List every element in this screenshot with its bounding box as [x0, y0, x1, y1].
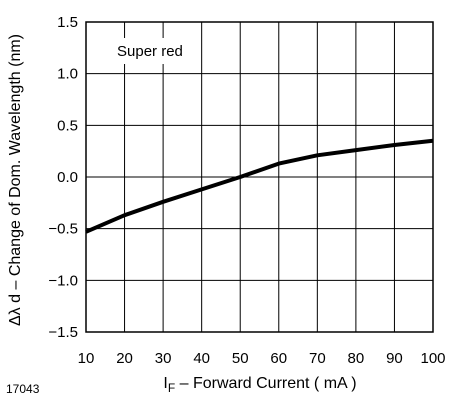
- legend-box: [108, 38, 200, 64]
- x-axis-title: IF – Forward Current ( mA ): [163, 375, 356, 395]
- x-tick-label: 70: [309, 350, 326, 367]
- x-tick-label: 60: [270, 350, 287, 367]
- y-tick-label: 0.5: [57, 117, 78, 134]
- x-axis-subscript: F: [168, 381, 175, 395]
- y-tick-label: 1.5: [57, 14, 78, 31]
- legend-label: Super red: [117, 43, 183, 60]
- series-line-super-red: [85, 138, 434, 234]
- plot-frame: [85, 21, 434, 333]
- x-tick-label: 100: [420, 350, 445, 367]
- y-axis-title: Δλ d – Change of Dom. Wavelength (nm): [7, 34, 24, 326]
- x-tick-label: 20: [116, 350, 133, 367]
- x-tick-label: 80: [348, 350, 365, 367]
- y-tick-label: −1.0: [48, 272, 78, 289]
- x-axis-symbol: I: [163, 375, 167, 392]
- y-tick-label: −1.5: [48, 324, 78, 341]
- x-axis-text: – Forward Current ( mA ): [175, 375, 356, 392]
- x-tick-label: 50: [232, 350, 249, 367]
- x-tick-labels: 10 20 30 40 50 60 70 80 90 100: [78, 350, 446, 367]
- x-tick-label: 30: [155, 350, 172, 367]
- x-tick-label: 40: [193, 350, 210, 367]
- y-tick-labels: 1.5 1.0 0.5 0.0 −0.5 −1.0 −1.5: [48, 14, 78, 341]
- grid: [85, 21, 434, 333]
- y-tick-label: 1.0: [57, 66, 78, 83]
- y-tick-label: −0.5: [48, 221, 78, 238]
- x-tick-label: 10: [78, 350, 95, 367]
- x-tick-label: 90: [386, 350, 403, 367]
- y-tick-label: 0.0: [57, 169, 78, 186]
- figure-id: 17043: [6, 382, 40, 396]
